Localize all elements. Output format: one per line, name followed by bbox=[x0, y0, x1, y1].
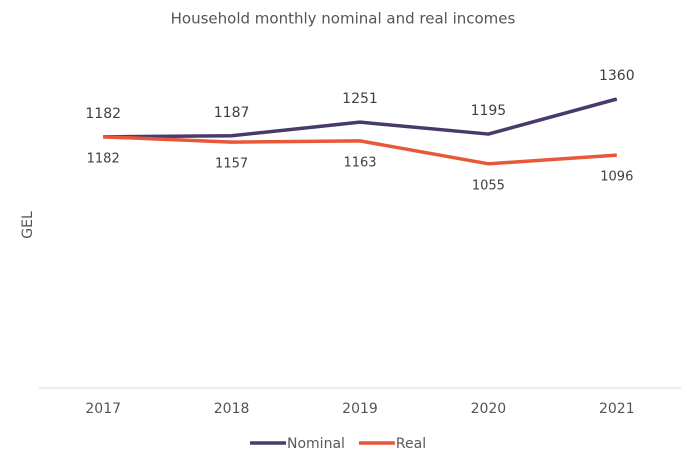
data-label: 1055 bbox=[472, 178, 505, 193]
data-label: 1163 bbox=[343, 155, 376, 170]
data-label: 1187 bbox=[214, 105, 250, 121]
legend-label: Real bbox=[396, 436, 426, 452]
data-label: 1251 bbox=[342, 91, 378, 107]
y-axis-label: GEL bbox=[20, 211, 36, 239]
data-label: 1360 bbox=[599, 68, 635, 84]
x-tick-label: 2021 bbox=[599, 401, 635, 417]
x-tick-label: 2017 bbox=[85, 401, 121, 417]
line bbox=[103, 97, 618, 139]
x-tick-label: 2020 bbox=[471, 401, 507, 417]
x-tick-label: 2018 bbox=[214, 401, 250, 417]
data-label: 1182 bbox=[85, 106, 121, 122]
data-label: 1096 bbox=[600, 170, 633, 185]
data-label: 1195 bbox=[471, 103, 507, 119]
legend-label: Nominal bbox=[287, 436, 345, 452]
x-tick-label: 2019 bbox=[342, 401, 378, 417]
line bbox=[103, 135, 617, 166]
data-label: 1157 bbox=[215, 157, 248, 172]
data-label: 1182 bbox=[87, 151, 120, 166]
chart-title: Household monthly nominal and real incom… bbox=[171, 10, 516, 28]
